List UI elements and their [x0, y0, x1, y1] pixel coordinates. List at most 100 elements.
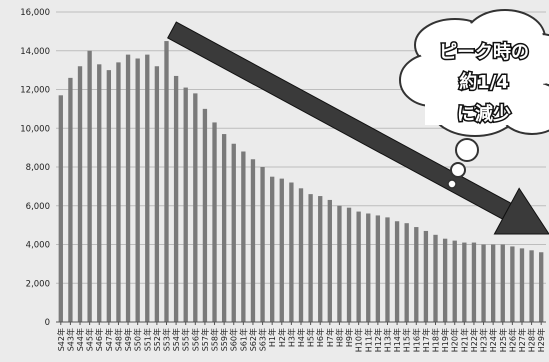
bar [346, 207, 352, 322]
y-tick-label: 8,000 [26, 163, 50, 173]
x-tick-label: H19年 [440, 328, 450, 352]
thought-bubble-medium [450, 162, 466, 178]
x-tick-label: S46年 [94, 328, 104, 351]
y-tick-label: 0 [45, 318, 50, 328]
bar [183, 87, 188, 322]
x-tick-label: H13年 [382, 328, 392, 352]
bar [394, 221, 400, 322]
x-tick-label: S45年 [85, 328, 95, 351]
x-tick-label: H20年 [450, 328, 460, 352]
callout-line-2: 約1/4 [459, 71, 509, 93]
bar [289, 182, 294, 322]
bar [442, 238, 448, 322]
x-tick-label: S62年 [248, 328, 258, 351]
x-tick-label: H29年 [536, 328, 546, 352]
x-tick-label: S51年 [142, 328, 152, 351]
x-tick-label: H8年 [334, 328, 344, 347]
bar [106, 70, 112, 322]
x-axis: S42年 S43年 S44年 S45年 S46年 S47年 S48年 S49年 S50年 S51年… [56, 321, 546, 352]
x-tick-label: H12年 [373, 328, 383, 352]
y-tick-label: 10,000 [20, 124, 50, 134]
y-axis: 0 2,000 4,000 6,000 8,000 10,000 12,000 14,000 1… [20, 8, 50, 328]
x-tick-label: S52年 [152, 328, 162, 351]
x-tick-label: H4年 [296, 328, 306, 347]
bar [250, 159, 256, 322]
x-tick-label: H7年 [325, 328, 335, 347]
x-tick-label: S48年 [113, 328, 123, 351]
bar [490, 244, 496, 322]
thought-bubble-large [455, 138, 479, 162]
x-tick-label: S63年 [258, 328, 268, 351]
x-tick-label: S61年 [238, 328, 248, 351]
bar [58, 95, 63, 322]
x-tick-label: H21年 [459, 328, 469, 352]
x-tick-label: S43年 [65, 328, 75, 351]
bar [462, 242, 467, 322]
y-tick-label: 14,000 [20, 47, 50, 57]
x-tick-label: H6年 [315, 328, 325, 347]
bar [145, 54, 150, 322]
x-tick-label: H15年 [402, 328, 412, 352]
y-tick-label: 16,000 [20, 8, 50, 18]
x-tick-label: H24年 [488, 328, 498, 352]
y-tick-label: 2,000 [26, 279, 50, 289]
bar [385, 217, 390, 322]
x-tick-label: S49年 [123, 328, 133, 351]
bar [154, 66, 160, 322]
bar [539, 252, 544, 322]
arrow-head [493, 187, 549, 235]
thought-bubble-small [447, 179, 457, 189]
x-tick-label: S60年 [229, 328, 239, 351]
bar [510, 246, 515, 322]
x-tick-label: H11年 [363, 328, 373, 352]
bar [481, 244, 486, 322]
bar [173, 75, 179, 322]
x-tick-label: H26年 [507, 328, 517, 352]
bar [241, 151, 246, 322]
y-tick-label: 6,000 [26, 202, 50, 212]
bar [298, 188, 304, 322]
bar [116, 62, 121, 322]
x-tick-label: H1年 [267, 328, 277, 347]
x-tick-label: S42年 [56, 328, 66, 351]
x-tick-label: S53年 [161, 328, 171, 351]
x-tick-label: S58年 [210, 328, 220, 351]
bar [135, 58, 140, 322]
bar [356, 211, 361, 322]
x-tick-label: S56年 [190, 328, 200, 351]
x-tick-label: S50年 [133, 328, 143, 351]
bar [519, 248, 525, 322]
bar [366, 213, 371, 322]
bar [433, 234, 438, 322]
bar [68, 77, 73, 322]
x-tick-label: H22年 [469, 328, 479, 352]
bar [202, 108, 208, 322]
bar [500, 244, 505, 322]
cloud-fill [402, 12, 549, 134]
bar [414, 227, 419, 322]
bar [164, 41, 169, 322]
bar [308, 194, 313, 322]
bar [529, 250, 534, 322]
bar [77, 66, 83, 322]
bar [375, 215, 381, 322]
callout-line-3: に減少 [457, 103, 511, 125]
bar [231, 143, 236, 322]
bar [212, 122, 217, 322]
bar [221, 134, 227, 322]
y-tick-label: 4,000 [26, 241, 50, 251]
bar [260, 167, 265, 322]
x-tick-label: H16年 [411, 328, 421, 352]
x-tick-label: H17年 [421, 328, 431, 352]
bar [318, 196, 323, 322]
bar [270, 176, 275, 322]
x-tick-label: S44年 [75, 328, 85, 351]
bar [193, 93, 198, 322]
bar [327, 199, 332, 322]
x-tick-label: H2年 [277, 328, 287, 347]
bar [471, 242, 477, 322]
x-tick-label: H14年 [392, 328, 402, 352]
x-tick-label: S55年 [181, 328, 191, 351]
